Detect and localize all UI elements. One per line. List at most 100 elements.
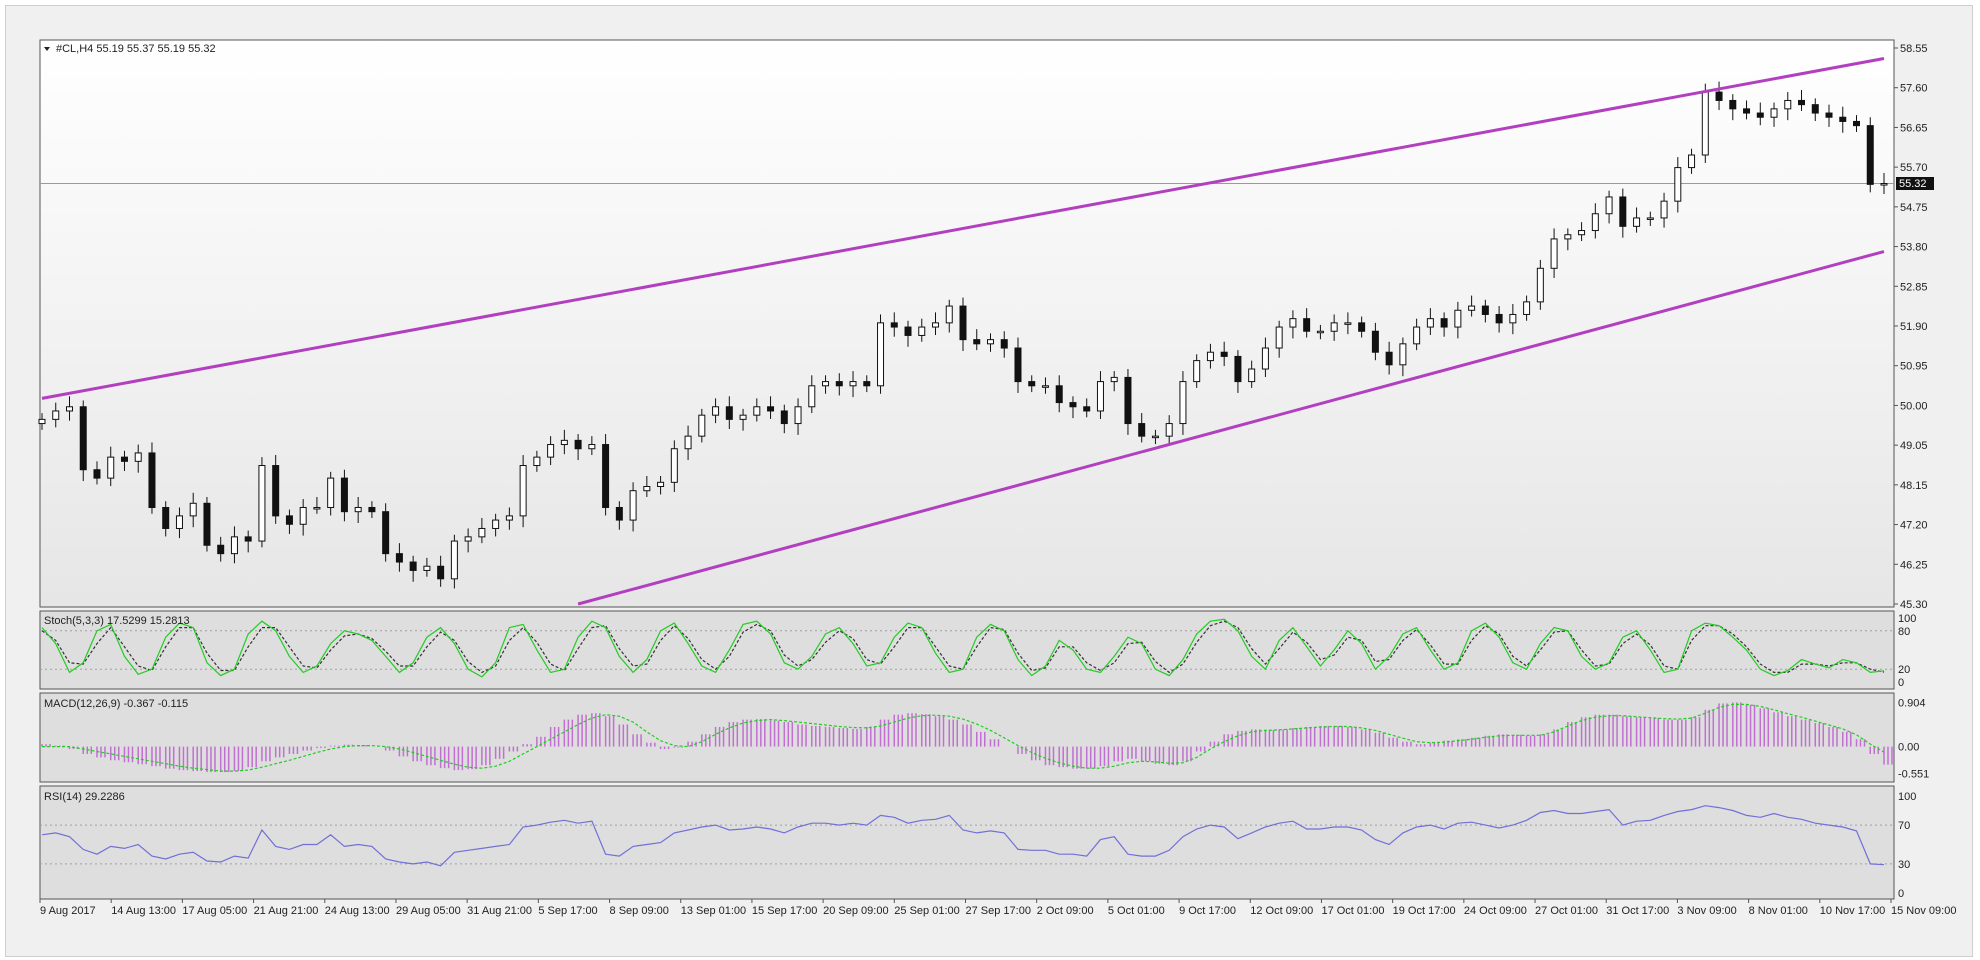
candle-body xyxy=(986,339,994,345)
candle-body xyxy=(79,406,87,471)
candle-body xyxy=(588,444,596,450)
candle-body xyxy=(1729,99,1737,110)
x-tick-label: 31 Aug 21:00 xyxy=(467,905,532,917)
candle-body xyxy=(1248,368,1256,383)
candle-body xyxy=(1481,305,1489,315)
rsi-panel[interactable] xyxy=(39,785,1895,900)
candle-body xyxy=(1605,196,1613,215)
candle-body xyxy=(1234,355,1242,383)
candle-body xyxy=(340,477,348,513)
dropdown-triangle-icon[interactable] xyxy=(44,47,50,51)
candle-body xyxy=(1165,423,1173,437)
candle-body xyxy=(835,381,843,387)
candle-body xyxy=(808,385,816,408)
y-tick-label: 57.60 xyxy=(1900,83,1928,95)
x-tick-label: 10 Nov 17:00 xyxy=(1820,905,1885,917)
candle-body xyxy=(725,406,733,420)
candle-body xyxy=(533,456,541,467)
x-tick-label: 12 Oct 09:00 xyxy=(1250,905,1313,917)
candle-body xyxy=(767,406,775,412)
candle-body xyxy=(739,414,747,420)
candle-body xyxy=(395,553,403,563)
rsi-header: RSI(14) 29.2286 xyxy=(44,791,125,803)
candle-body xyxy=(1220,351,1228,357)
x-tick-label: 31 Oct 17:00 xyxy=(1606,905,1669,917)
candle-body xyxy=(1564,234,1572,240)
candle-body xyxy=(1083,406,1091,412)
candle-body xyxy=(1289,318,1297,328)
candle-body xyxy=(1316,330,1324,334)
y-tick-label: 54.75 xyxy=(1900,202,1928,214)
candle-body xyxy=(203,502,211,546)
candle-body xyxy=(519,465,527,517)
candle-body xyxy=(107,456,115,479)
candle-body xyxy=(1440,318,1448,328)
candle-body xyxy=(1509,313,1517,324)
x-tick-label: 5 Oct 01:00 xyxy=(1108,905,1165,917)
candle-body xyxy=(244,536,252,542)
candle-body xyxy=(712,406,720,416)
candle-body xyxy=(230,536,238,555)
candle-body xyxy=(464,536,472,542)
x-tick-label: 15 Sep 17:00 xyxy=(752,905,817,917)
candle-body xyxy=(932,322,940,328)
stoch-tick-label: 100 xyxy=(1898,613,1916,625)
macd-tick-label: 0.904 xyxy=(1898,697,1926,709)
macd-tick-label: -0.551 xyxy=(1898,769,1929,781)
stoch-lines xyxy=(40,618,1894,678)
candle-body xyxy=(1880,183,1888,186)
candle-body xyxy=(93,469,101,479)
candle-body xyxy=(1550,238,1558,269)
rsi-lines xyxy=(40,805,1894,867)
rsi-tick-label: 70 xyxy=(1898,820,1910,832)
x-tick-label: 15 Nov 09:00 xyxy=(1891,905,1956,917)
candle-body xyxy=(1468,305,1476,311)
candle-body xyxy=(382,511,390,555)
candle-body xyxy=(1124,376,1132,425)
candle-body xyxy=(1523,301,1531,315)
stoch-panel[interactable] xyxy=(39,610,1895,690)
candle-body xyxy=(1000,339,1008,349)
x-tick-label: 9 Oct 17:00 xyxy=(1179,905,1236,917)
candle-body xyxy=(299,506,307,525)
candle-body xyxy=(450,540,458,580)
candle-body xyxy=(1866,125,1874,185)
y-tick-label: 56.65 xyxy=(1900,122,1928,134)
x-tick-label: 8 Sep 09:00 xyxy=(610,905,669,917)
rsi-tick-label: 0 xyxy=(1898,888,1904,900)
candle-body xyxy=(505,515,513,521)
candle-body xyxy=(574,439,582,450)
candle-body xyxy=(1633,217,1641,227)
candle-body xyxy=(1454,309,1462,328)
candle-body xyxy=(1193,360,1201,383)
candle-body xyxy=(354,506,362,513)
main-price-panel[interactable] xyxy=(39,39,1895,608)
rsi-tick-label: 100 xyxy=(1898,791,1916,803)
candle-body xyxy=(629,490,637,521)
candle-body xyxy=(918,326,926,336)
y-tick-label: 48.15 xyxy=(1900,480,1928,492)
candle-body xyxy=(643,486,651,492)
candle-body xyxy=(1839,116,1847,122)
candle-body xyxy=(1701,91,1709,156)
stoch-signal-line xyxy=(41,620,1885,674)
rsi-tick-label: 30 xyxy=(1898,859,1910,871)
channel-upper-line xyxy=(41,57,1885,400)
x-tick-label: 9 Aug 2017 xyxy=(40,905,96,917)
candle-body xyxy=(38,418,46,425)
candle-body xyxy=(134,452,142,462)
candle-body xyxy=(547,444,555,458)
candle-body xyxy=(1825,112,1833,118)
candle-body xyxy=(217,544,225,555)
candle-body xyxy=(1275,326,1283,349)
candle-body xyxy=(492,519,500,529)
macd-signal-line xyxy=(42,703,1885,772)
candle-body xyxy=(1330,322,1338,332)
x-tick-label: 13 Sep 01:00 xyxy=(681,905,746,917)
candle-body xyxy=(1096,381,1104,412)
candle-body xyxy=(1303,318,1311,332)
x-tick-label: 19 Oct 17:00 xyxy=(1393,905,1456,917)
y-tick-label: 51.90 xyxy=(1900,321,1928,333)
candle-body xyxy=(780,410,788,425)
